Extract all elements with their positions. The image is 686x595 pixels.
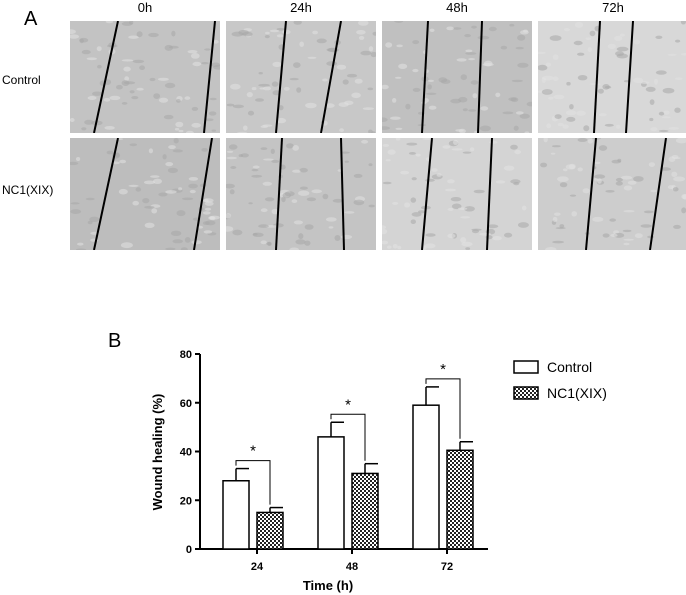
- panel-b-label: B: [108, 330, 122, 352]
- wound-edge-line-2: [486, 138, 493, 250]
- y-tick-label: 20: [180, 495, 192, 507]
- micrograph-nc1-24h: [226, 138, 376, 250]
- micrograph-control-48h: [382, 21, 532, 133]
- x-axis-title: Time (h): [303, 578, 353, 593]
- legend-swatch-control: [513, 360, 539, 374]
- micrograph-control-24h: [226, 21, 376, 133]
- wound-edge-line-1: [275, 138, 283, 250]
- x-tick-label: 24: [251, 561, 264, 573]
- wound-edge-line-2: [193, 138, 213, 250]
- significance-star: *: [250, 443, 256, 460]
- wound-edge-line-2: [203, 21, 216, 133]
- row-label-control: Control: [2, 73, 41, 87]
- significance-bracket: [425, 378, 461, 439]
- y-axis-title: Wound healing (%): [150, 394, 165, 511]
- wound-edge-line-2: [625, 21, 634, 133]
- column-header-24h: 24h: [290, 0, 312, 15]
- significance-bracket: [330, 413, 366, 461]
- y-tick-label: 40: [180, 447, 192, 459]
- x-tick-label: 48: [346, 561, 358, 573]
- wound-edge-line-2: [649, 138, 667, 250]
- bar-chart-svg: 0 20 40 60 80 24 * 48 * 72 * Control NC1(XIX) Time (…: [150, 349, 607, 593]
- significance-star: *: [345, 396, 351, 413]
- column-header-72h: 72h: [602, 0, 624, 15]
- wound-edge-line-1: [275, 21, 287, 133]
- wound-edge-line-1: [421, 138, 433, 250]
- y-tick-label: 0: [186, 544, 192, 556]
- wound-edge-line-2: [340, 138, 345, 250]
- row-label-nc1: NC1(XIX): [2, 183, 54, 197]
- wound-edge-line-1: [585, 138, 597, 250]
- panel-a-label: A: [24, 8, 38, 30]
- y-tick-label: 60: [180, 398, 192, 410]
- wound-edge-line-1: [421, 21, 429, 133]
- bar-nc1-24: [256, 511, 284, 550]
- wound-healing-chart: 0 20 40 60 80 24 * 48 * 72 * Control NC1(XIX) Time (…: [0, 330, 686, 595]
- significance-bracket: [235, 460, 271, 505]
- legend-label-control: Control: [547, 359, 592, 375]
- bar-nc1-48: [351, 472, 379, 550]
- micrograph-nc1-0h: [70, 138, 220, 250]
- column-header-48h: 48h: [446, 0, 468, 15]
- column-header-0h: 0h: [137, 0, 153, 15]
- micrograph-nc1-48h: [382, 138, 532, 250]
- bar-control-48: [317, 436, 345, 550]
- micrograph-nc1-72h: [538, 138, 686, 250]
- legend-label-nc1: NC1(XIX): [547, 385, 607, 401]
- legend-swatch-nc1: [513, 386, 539, 400]
- significance-star: *: [440, 361, 446, 378]
- wound-edge-line-1: [93, 21, 119, 133]
- wound-edge-line-1: [93, 138, 119, 250]
- y-tick-label: 80: [180, 349, 192, 361]
- x-tick-label: 72: [441, 561, 453, 573]
- bar-nc1-72: [446, 449, 474, 550]
- bar-control-72: [412, 404, 440, 550]
- bar-control-24: [222, 480, 250, 550]
- micrograph-control-0h: [70, 21, 220, 133]
- micrograph-control-72h: [538, 21, 686, 133]
- wound-edge-line-2: [477, 21, 483, 133]
- wound-edge-line-1: [593, 21, 601, 133]
- wound-edge-line-2: [320, 21, 342, 133]
